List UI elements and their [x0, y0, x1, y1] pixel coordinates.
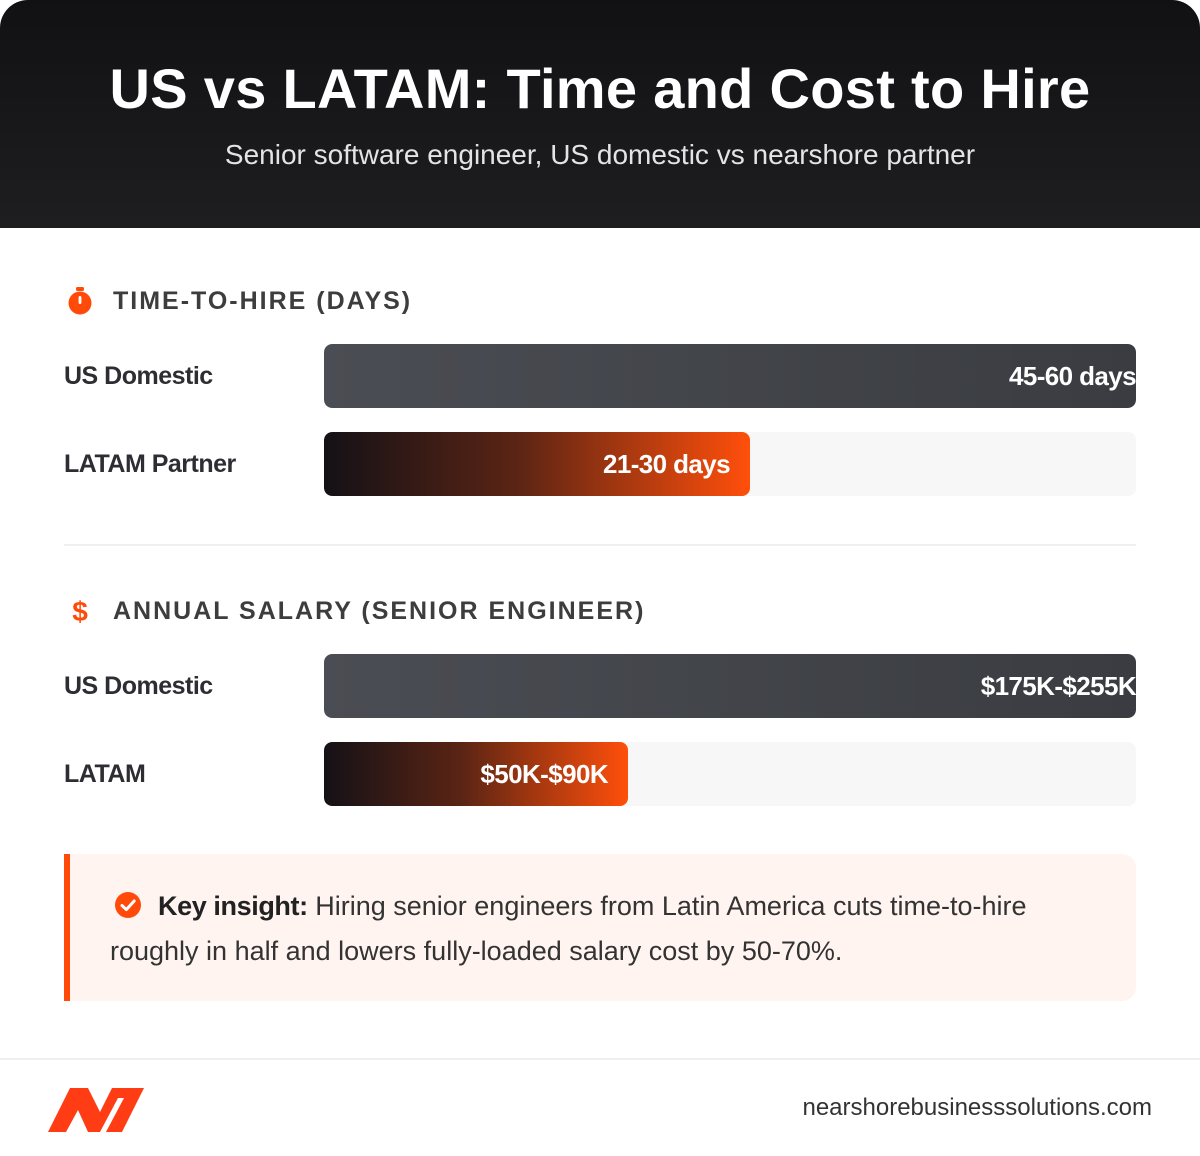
- section-divider: [64, 544, 1136, 546]
- time-to-hire-heading: TIME-TO-HIRE (DAYS): [64, 283, 412, 319]
- header: US vs LATAM: Time and Cost to Hire Senio…: [0, 0, 1200, 228]
- bar-track: $50K-$90K: [324, 742, 1136, 806]
- company-logo: [48, 1082, 144, 1139]
- bar-track: 21-30 days: [324, 432, 1136, 496]
- insight-text: Key insight: Hiring senior engineers fro…: [110, 886, 1110, 972]
- key-insight-callout: Key insight: Hiring senior engineers fro…: [64, 854, 1136, 1001]
- category-label: US Domestic: [64, 362, 213, 390]
- chart-title: TIME-TO-HIRE (DAYS): [113, 286, 413, 315]
- chart-title: ANNUAL SALARY (SENIOR ENGINEER): [113, 596, 646, 625]
- bar-latam-partner-time: 21-30 days: [324, 432, 750, 496]
- svg-text:$: $: [72, 596, 88, 626]
- category-label: LATAM Partner: [64, 450, 236, 478]
- data-label: 21-30 days: [603, 449, 731, 479]
- data-label: $50K-$90K: [480, 759, 608, 789]
- check-circle-icon: [114, 890, 142, 931]
- salary-heading: $ ANNUAL SALARY (SENIOR ENGINEER): [64, 593, 645, 629]
- bar-latam-salary: $50K-$90K: [324, 742, 628, 806]
- insight-body: Hiring senior engineers from Latin Ameri…: [110, 891, 1027, 966]
- data-label: $175K-$255K: [980, 671, 1136, 701]
- page-title: US vs LATAM: Time and Cost to Hire: [109, 57, 1091, 120]
- bar-track: 45-60 days: [324, 344, 1136, 408]
- bar-track: $175K-$255K: [324, 654, 1136, 718]
- footer-divider: [0, 1058, 1200, 1060]
- website-url[interactable]: nearshorebusinesssolutions.com: [802, 1094, 1152, 1121]
- category-label: LATAM: [64, 760, 146, 788]
- bar-us-domestic-salary: $175K-$255K: [324, 654, 1136, 718]
- page-subtitle: Senior software engineer, US domestic vs…: [224, 139, 976, 170]
- insight-lead: Key insight:: [158, 891, 308, 921]
- bar-us-domestic-time: 45-60 days: [324, 344, 1136, 408]
- data-label: 45-60 days: [1009, 361, 1136, 391]
- dollar-icon: $: [64, 595, 96, 627]
- category-label: US Domestic: [64, 672, 213, 700]
- stopwatch-icon: [64, 285, 96, 317]
